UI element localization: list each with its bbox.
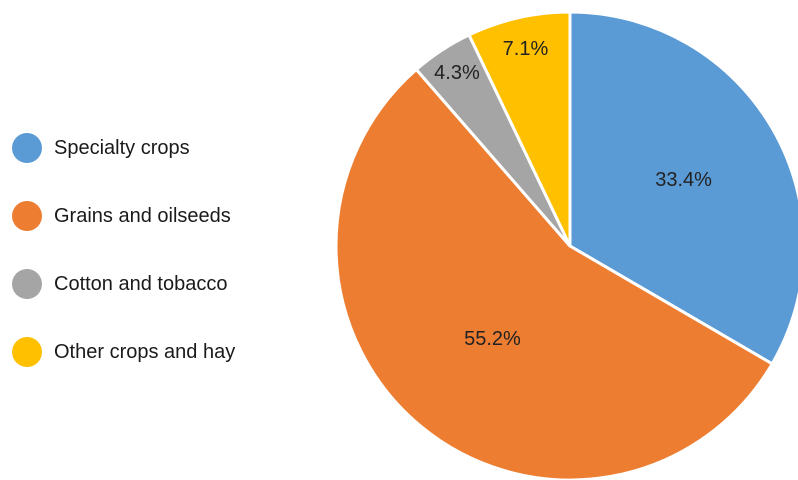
pie-slice-specialty-crops [568, 10, 798, 366]
chart-legend: Specialty crops Grains and oilseeds Cott… [12, 132, 302, 404]
legend-item-other-crops-and-hay: Other crops and hay [12, 336, 302, 370]
legend-label-other-crops-and-hay: Other crops and hay [54, 341, 236, 363]
legend-item-grains-and-oilseeds: Grains and oilseeds [12, 200, 302, 234]
legend-swatch-cotton-and-tobacco [12, 269, 42, 299]
pie-label-specialty-crops: 33.4% [655, 169, 712, 191]
pie-label-cotton-and-tobacco: 4.3% [434, 62, 480, 84]
legend-item-cotton-and-tobacco: Cotton and tobacco [12, 268, 302, 302]
legend-swatch-other-crops-and-hay [12, 337, 42, 367]
legend-label-cotton-and-tobacco: Cotton and tobacco [54, 273, 228, 295]
legend-swatch-grains-and-oilseeds [12, 201, 42, 231]
legend-item-specialty-crops: Specialty crops [12, 132, 302, 166]
pie-slice-other-crops-and-hay [467, 10, 572, 248]
pie-slice-grains-and-oilseeds [334, 68, 774, 480]
legend-label-specialty-crops: Specialty crops [54, 137, 190, 159]
legend-label-grains-and-oilseeds: Grains and oilseeds [54, 205, 231, 227]
pie-label-other-crops-and-hay: 7.1% [503, 38, 549, 60]
pie-label-grains-and-oilseeds: 55.2% [464, 328, 521, 350]
legend-swatch-specialty-crops [12, 133, 42, 163]
